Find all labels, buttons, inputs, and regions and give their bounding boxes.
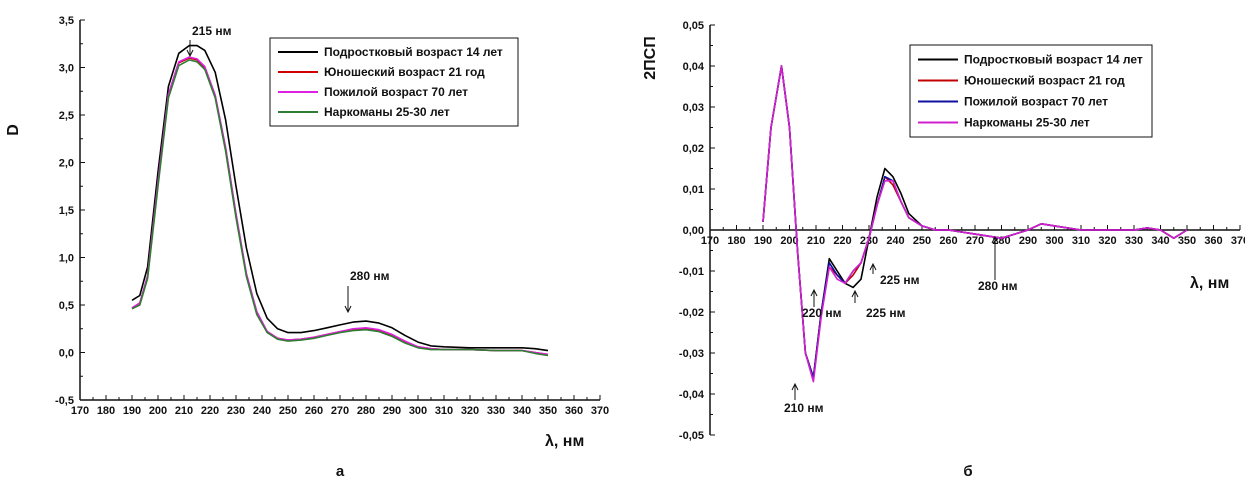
series-line-4 bbox=[762, 65, 1188, 383]
annotation-arrowhead bbox=[810, 288, 818, 297]
x-tick-label: 280 bbox=[357, 405, 375, 417]
x-tick-label: 170 bbox=[71, 405, 89, 417]
legend-label-3: Пожилой возраст 70 лет bbox=[324, 85, 468, 99]
y-tick-label: 3,0 bbox=[59, 63, 74, 75]
series-line-1 bbox=[131, 44, 549, 352]
series-line-4 bbox=[131, 59, 549, 357]
annotation-label: 210 нм bbox=[784, 401, 824, 415]
x-tick-label: 300 bbox=[1045, 235, 1063, 247]
x-tick-label: 210 bbox=[807, 235, 825, 247]
x-tick-label: 350 bbox=[1178, 235, 1196, 247]
y-tick-label: -0,05 bbox=[679, 430, 704, 442]
annotation-arrowhead bbox=[186, 49, 194, 58]
x-tick-label: 260 bbox=[939, 235, 957, 247]
annotation-arrowhead bbox=[791, 382, 799, 391]
x-tick-label: 370 bbox=[591, 405, 609, 417]
x-tick-label: 270 bbox=[331, 405, 349, 417]
y-tick-label: 0,5 bbox=[59, 300, 74, 312]
y-tick-label: 0,05 bbox=[683, 20, 704, 32]
legend-label-4: Наркоманы 25-30 лет bbox=[324, 105, 450, 119]
y-tick-label: 0,01 bbox=[683, 184, 704, 196]
x-tick-label: 270 bbox=[966, 235, 984, 247]
y-tick-label: 2,5 bbox=[59, 110, 74, 122]
x-tick-label: 220 bbox=[833, 235, 851, 247]
y-axis-title: D bbox=[5, 124, 22, 136]
y-tick-label: -0,5 bbox=[55, 395, 74, 407]
annotation-label: 220 нм bbox=[802, 306, 842, 320]
x-tick-label: 240 bbox=[886, 235, 904, 247]
y-tick-label: 0,03 bbox=[683, 102, 704, 114]
annotation-label: 215 нм bbox=[192, 24, 232, 38]
legend-label-1: Подростковый возраст 14 лет bbox=[964, 53, 1143, 67]
x-tick-label: 330 bbox=[1125, 235, 1143, 247]
panel-label: б bbox=[963, 463, 972, 480]
x-tick-label: 370 bbox=[1231, 235, 1245, 247]
x-tick-label: 260 bbox=[305, 405, 323, 417]
annotation-arrowhead bbox=[991, 235, 999, 244]
x-tick-label: 310 bbox=[435, 405, 453, 417]
y-tick-label: -0,04 bbox=[679, 389, 705, 401]
x-axis-title: λ, нм bbox=[1190, 275, 1229, 292]
y-tick-label: 0,02 bbox=[683, 143, 704, 155]
x-tick-label: 230 bbox=[227, 405, 245, 417]
x-tick-label: 250 bbox=[279, 405, 297, 417]
x-tick-label: 290 bbox=[1019, 235, 1037, 247]
x-tick-label: 240 bbox=[253, 405, 271, 417]
y-tick-label: -0,02 bbox=[679, 307, 704, 319]
legend-label-3: Пожилой возраст 70 лет bbox=[964, 95, 1108, 109]
annotation-label: 225 нм bbox=[880, 273, 920, 287]
y-tick-label: 1,5 bbox=[59, 205, 74, 217]
x-tick-label: 310 bbox=[1072, 235, 1090, 247]
y-tick-label: -0,03 bbox=[679, 348, 704, 360]
y-tick-label: 0,00 bbox=[683, 225, 704, 237]
annotation-label: 280 нм bbox=[978, 279, 1018, 293]
chart-panel-b: -0,05 -0,04 -0,03 -0,02 -0,01 0,00 0,01 0,02 0,0… bbox=[642, 20, 1245, 480]
x-tick-label: 320 bbox=[461, 405, 479, 417]
annotation-arrowhead bbox=[851, 289, 859, 298]
annotation-label: 225 нм bbox=[866, 306, 906, 320]
annotation-label: 280 нм bbox=[350, 269, 390, 283]
y-tick-label: 3,5 bbox=[59, 15, 74, 27]
x-tick-label: 330 bbox=[487, 405, 505, 417]
y-tick-label: 1,0 bbox=[59, 253, 74, 265]
y-axis-title: 2ПСП bbox=[642, 36, 659, 79]
x-tick-label: 170 bbox=[701, 235, 719, 247]
panel-label: а bbox=[336, 463, 345, 480]
y-tick-label: -0,01 bbox=[679, 266, 704, 278]
annotation-arrowhead bbox=[344, 305, 352, 314]
x-tick-label: 210 bbox=[175, 405, 193, 417]
annotation-arrowhead bbox=[869, 262, 877, 271]
y-tick-label: 0,04 bbox=[683, 61, 705, 73]
x-tick-label: 350 bbox=[539, 405, 557, 417]
legend-label-4: Наркоманы 25-30 лет bbox=[964, 116, 1090, 130]
x-axis-title: λ, нм bbox=[545, 433, 584, 450]
x-tick-label: 200 bbox=[149, 405, 167, 417]
legend-label-2: Юношеский возраст 21 год bbox=[964, 74, 1125, 88]
x-tick-label: 340 bbox=[1151, 235, 1169, 247]
legend-label-1: Подростковый возраст 14 лет bbox=[324, 45, 503, 59]
y-tick-label: 2,0 bbox=[59, 158, 74, 170]
x-tick-label: 320 bbox=[1098, 235, 1116, 247]
x-tick-label: 360 bbox=[565, 405, 583, 417]
legend-label-2: Юношеский возраст 21 год bbox=[324, 65, 485, 79]
x-tick-label: 200 bbox=[780, 235, 798, 247]
x-tick-label: 360 bbox=[1204, 235, 1222, 247]
x-tick-label: 290 bbox=[383, 405, 401, 417]
x-tick-label: 220 bbox=[201, 405, 219, 417]
chart-panel-a: -0,5 0,0 0,5 1,0 1,5 2,0 2,5 3,0 3,5 170 180 190 200… bbox=[5, 15, 609, 480]
x-tick-label: 180 bbox=[727, 235, 745, 247]
x-tick-label: 340 bbox=[513, 405, 531, 417]
y-tick-label: 0,0 bbox=[59, 348, 74, 360]
x-tick-label: 250 bbox=[913, 235, 931, 247]
x-tick-label: 180 bbox=[97, 405, 115, 417]
x-tick-label: 190 bbox=[754, 235, 772, 247]
x-tick-label: 190 bbox=[123, 405, 141, 417]
x-tick-label: 300 bbox=[409, 405, 427, 417]
